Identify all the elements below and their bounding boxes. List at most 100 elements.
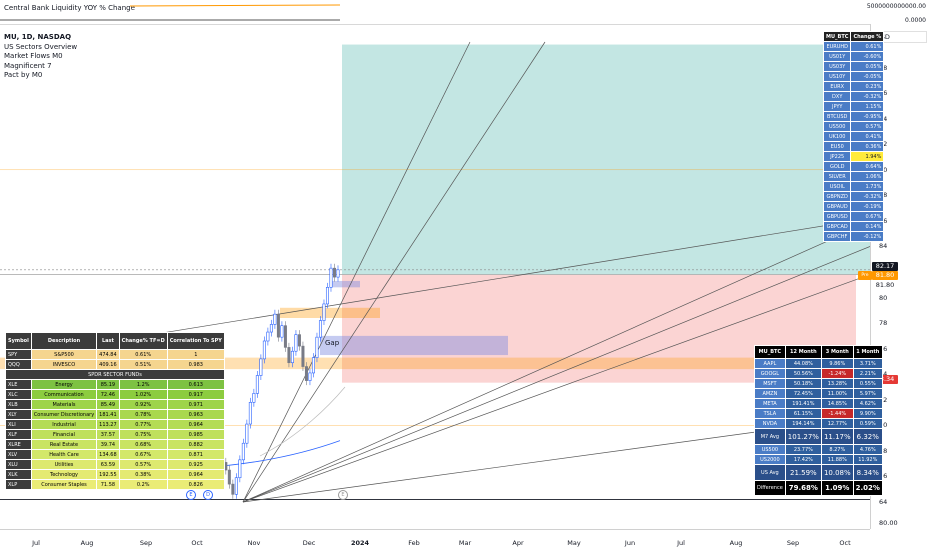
difference-row-m1: 2.02% (852, 480, 883, 496)
fx-symbol: UK100 (822, 131, 852, 142)
time-tick: Oct (191, 539, 203, 547)
price-tick: 72 (879, 395, 888, 404)
fx-symbol: GBPUSD (822, 211, 852, 222)
time-axis[interactable]: Jul Aug Sep Oct Nov Dec 2024 Feb Mar Apr May Jun Jul… (0, 529, 870, 551)
indicator-pact[interactable]: Pact by M0 (4, 71, 43, 79)
price-chart[interactable] (0, 24, 870, 529)
sector-last: 181.41 (96, 409, 120, 420)
candle-body (241, 442, 245, 461)
fx-table-row: DXY -0.32% (822, 91, 885, 102)
index-row: US500 23.77% 8.27% 4.76% (754, 444, 883, 455)
sector-correlation: 0.917 (166, 389, 225, 400)
profit-zone (342, 44, 870, 275)
m7-row-symbol: AMZN (754, 388, 786, 399)
m7-row: TSLA 61.15% -1.44% 9.90% (754, 408, 883, 419)
sector-description: INVESCO (30, 359, 98, 370)
m7-row-m3: 14.85% (820, 398, 854, 409)
m7-row-symbol: META (754, 398, 786, 409)
sector-table-row: XLP Consumer Staples 71.58 0.2% 0.826 (5, 479, 225, 490)
fx-table-row: GOLD 0.64% (822, 161, 885, 172)
sector-table: Symbol Description Last Change% TF=D Cor… (5, 332, 225, 490)
sector-table-row: XLV Health Care 134.68 0.67% 0.871 (5, 449, 225, 460)
candle-body (273, 313, 277, 325)
sector-correlation: 0.983 (166, 359, 225, 370)
fx-change: 0.67% (850, 211, 885, 222)
index-row-m12: 23.77% (784, 444, 822, 455)
fx-change: -0.95% (850, 111, 885, 122)
fx-change: -0.32% (850, 191, 885, 202)
candle-body (318, 320, 322, 338)
fx-table-row: UK100 0.41% (822, 131, 885, 142)
fx-change: -0.12% (850, 231, 885, 242)
sector-symbol: XLB (5, 399, 32, 410)
sector-change: 0.68% (118, 439, 168, 450)
liquidity-axis-top: 5000000000000.00 (866, 3, 926, 10)
m7-col-12m: 12 Month (784, 345, 822, 359)
indicator-magnificent-7[interactable]: Magnificent 7 (4, 61, 52, 70)
upcoming-earnings-marker[interactable]: E (338, 490, 348, 500)
candle-body (315, 336, 319, 358)
fx-change: 0.36% (850, 141, 885, 152)
candle-body (227, 469, 231, 485)
sector-correlation: 0.882 (166, 439, 225, 450)
sector-last: 37.57 (96, 429, 120, 440)
m7-row: META 191.41% 14.85% 4.62% (754, 398, 883, 409)
indicator-us-sectors[interactable]: US Sectors Overview (4, 42, 78, 51)
candle-body (329, 267, 333, 288)
candle-body (311, 357, 315, 374)
sector-table-row: XLC Communication 72.46 1.02% 0.917 (5, 389, 225, 400)
time-tick: Mar (458, 539, 472, 547)
dividend-marker[interactable]: D (203, 490, 213, 500)
time-tick: Sep (139, 539, 153, 547)
col-change: Change% TF=D (118, 332, 168, 350)
m7-row-m12: 191.41% (784, 398, 822, 409)
trend-line (242, 246, 870, 503)
time-tick: Aug (729, 539, 743, 547)
indicator-market-flows[interactable]: Market Flows M0 (4, 52, 63, 60)
fx-table-row: GBPUSD 0.67% (822, 211, 885, 222)
sector-correlation: 0.964 (166, 419, 225, 430)
index-row-m3: 11.88% (820, 454, 854, 465)
m7-row-m3: -1.24% (820, 368, 854, 379)
m7-row: GOOGL 50.56% -1.24% 2.21% (754, 368, 883, 379)
fx-symbol: GOLD (822, 161, 852, 172)
m7-row: NVDA 194.14% 12.77% 0.59% (754, 418, 883, 429)
price-tick: 78 (879, 319, 888, 328)
m7-row-symbol: MSFT (754, 378, 786, 389)
trend-line (242, 274, 870, 503)
price-tick: 76 (879, 344, 888, 353)
time-tick: Sep (786, 539, 800, 547)
sector-last: 409.16 (96, 359, 120, 370)
fx-table-row: JP225 1.94% (822, 151, 885, 162)
sector-correlation: 0.963 (166, 409, 225, 420)
earnings-marker[interactable]: E (186, 490, 196, 500)
trend-line (242, 221, 870, 503)
m7-row-symbol: GOOGL (754, 368, 786, 379)
m7-average-row-m1: 6.32% (852, 428, 883, 445)
m7-row-symbol: NVDA (754, 418, 786, 429)
fx-change: 0.05% (850, 61, 885, 72)
fx-change: 0.23% (850, 81, 885, 92)
fx-symbol: GBPNZD (822, 191, 852, 202)
sector-correlation: 0.985 (166, 429, 225, 440)
fx-symbol: GBPCAD (822, 221, 852, 232)
candle-body (325, 287, 329, 305)
entry-price-badge: 81.80 (872, 281, 898, 290)
sector-table-row: XLF Financial 37.57 0.75% 0.985 (5, 429, 225, 440)
sector-last: 474.84 (96, 349, 120, 360)
index-row-symbol: US500 (754, 444, 786, 455)
sector-change: 0.51% (118, 359, 168, 370)
sector-description: Communication (30, 389, 98, 400)
candle-body (269, 324, 273, 333)
sector-symbol: XLK (5, 469, 32, 480)
fx-col-symbol: MU_BTC (822, 31, 852, 42)
last-price-badge: 82.17 (872, 262, 898, 271)
sector-description: S&P500 (30, 349, 98, 360)
sector-symbol: SPY (5, 349, 32, 360)
sector-correlation: 0.613 (166, 379, 225, 390)
sector-symbol: XLV (5, 449, 32, 460)
symbol-line[interactable]: MU, 1D, NASDAQ (4, 33, 72, 41)
sector-description: Industrial (30, 419, 98, 430)
time-tick: Apr (512, 539, 524, 547)
col-symbol: Symbol (5, 332, 32, 350)
